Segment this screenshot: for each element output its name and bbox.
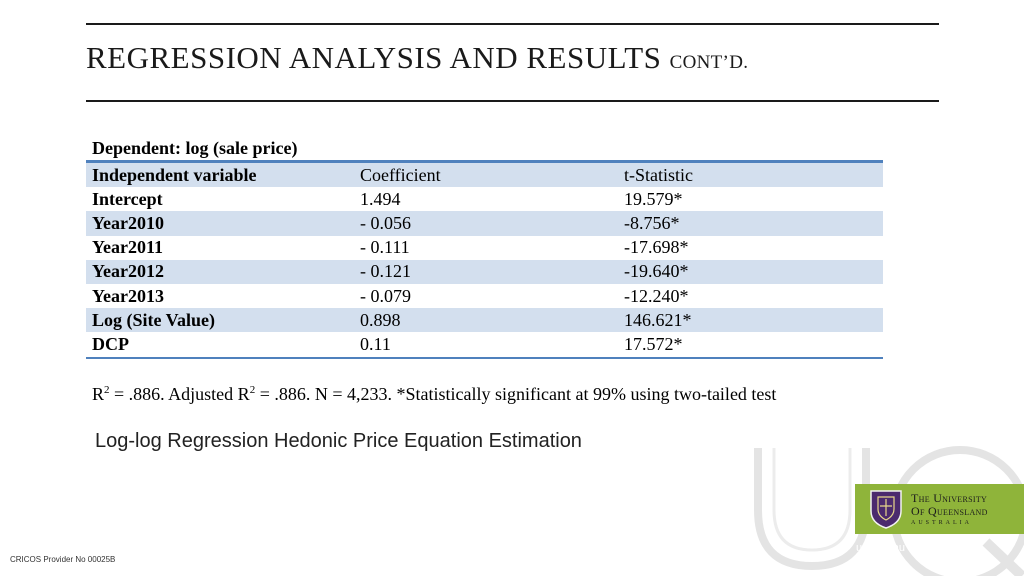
table-row: Year2013 - 0.079 -12.240* xyxy=(86,284,883,308)
table-row: Log (Site Value) 0.898 146.621* xyxy=(86,308,883,333)
footnote-superscript: 2 xyxy=(104,384,110,396)
table-row: DCP 0.11 17.572* xyxy=(86,332,883,357)
row-coefficient: - 0.056 xyxy=(354,211,618,236)
title-rule-top xyxy=(86,23,939,25)
row-variable: Year2012 xyxy=(86,259,354,284)
regression-footnote: R2 = .886. Adjusted R2 = .886. N = 4,233… xyxy=(92,378,882,406)
uq-crest-icon xyxy=(870,490,902,529)
row-coefficient: - 0.121 xyxy=(354,259,618,284)
title-rule-bottom xyxy=(86,100,939,102)
row-coefficient: 0.898 xyxy=(354,308,618,333)
cricos-provider: CRICOS Provider No 00025B xyxy=(10,555,116,564)
uq-logo-text: The University Of Queensland AUSTRALIA xyxy=(911,491,988,527)
row-coefficient: - 0.079 xyxy=(360,285,411,306)
slide-title-suffix: CONT’D. xyxy=(669,52,749,73)
row-t-statistic: -19.640* xyxy=(618,259,883,284)
row-variable: Year2011 xyxy=(92,237,163,258)
dependent-variable-label: Dependent: log (sale price) xyxy=(92,138,298,158)
uq-logo: The University Of Queensland AUSTRALIA xyxy=(855,484,1024,534)
header-t-statistic: t-Statistic xyxy=(618,161,883,188)
slide-title-main: REGRESSION ANALYSIS AND RESULTS xyxy=(86,40,662,75)
row-variable: Year2013 xyxy=(92,285,164,306)
row-t-statistic: 19.579* xyxy=(624,188,683,209)
logo-line-3: AUSTRALIA xyxy=(911,520,972,526)
row-variable: Log (Site Value) xyxy=(86,308,354,333)
header-variable: Independent variable xyxy=(86,161,354,188)
table-row: Year2011 - 0.111 -17.698* xyxy=(86,236,883,260)
row-variable: Year2010 xyxy=(86,211,354,236)
regression-table: Dependent: log (sale price) Independent … xyxy=(86,137,883,359)
row-variable: Intercept xyxy=(92,188,163,209)
table-caption: Log-log Regression Hedonic Price Equatio… xyxy=(95,430,582,452)
slide-title: REGRESSION ANALYSIS AND RESULTS CONT’D. xyxy=(86,40,748,76)
row-coefficient: - 0.111 xyxy=(360,237,410,258)
row-t-statistic: 146.621* xyxy=(618,308,883,333)
site-url: uq.edu.au xyxy=(856,542,905,554)
results-table: Independent variable Coefficient t-Stati… xyxy=(86,160,883,359)
table-row: Year2012 - 0.121 -19.640* xyxy=(86,259,883,284)
table-header-row: Independent variable Coefficient t-Stati… xyxy=(86,161,883,188)
footnote-superscript: 2 xyxy=(249,384,256,396)
row-t-statistic: -12.240* xyxy=(624,285,689,306)
logo-line-2: Of Queensland xyxy=(911,504,988,518)
footnote-r: R xyxy=(92,384,105,404)
row-t-statistic: 17.572* xyxy=(624,333,683,354)
row-t-statistic: -8.756* xyxy=(618,211,883,236)
row-variable: DCP xyxy=(92,333,129,354)
row-t-statistic: -17.698* xyxy=(624,237,689,258)
row-coefficient: 0.11 xyxy=(360,333,391,354)
footnote-significance: = .886. N = 4,233. *Statistically signif… xyxy=(255,384,777,404)
logo-line-1: The University xyxy=(911,491,988,505)
header-coefficient: Coefficient xyxy=(354,161,618,188)
footnote-adjusted: = .886. Adjusted R xyxy=(109,384,250,404)
table-row: Year2010 - 0.056 -8.756* xyxy=(86,211,883,236)
table-row: Intercept 1.494 19.579* xyxy=(86,187,883,211)
row-coefficient: 1.494 xyxy=(360,188,401,209)
